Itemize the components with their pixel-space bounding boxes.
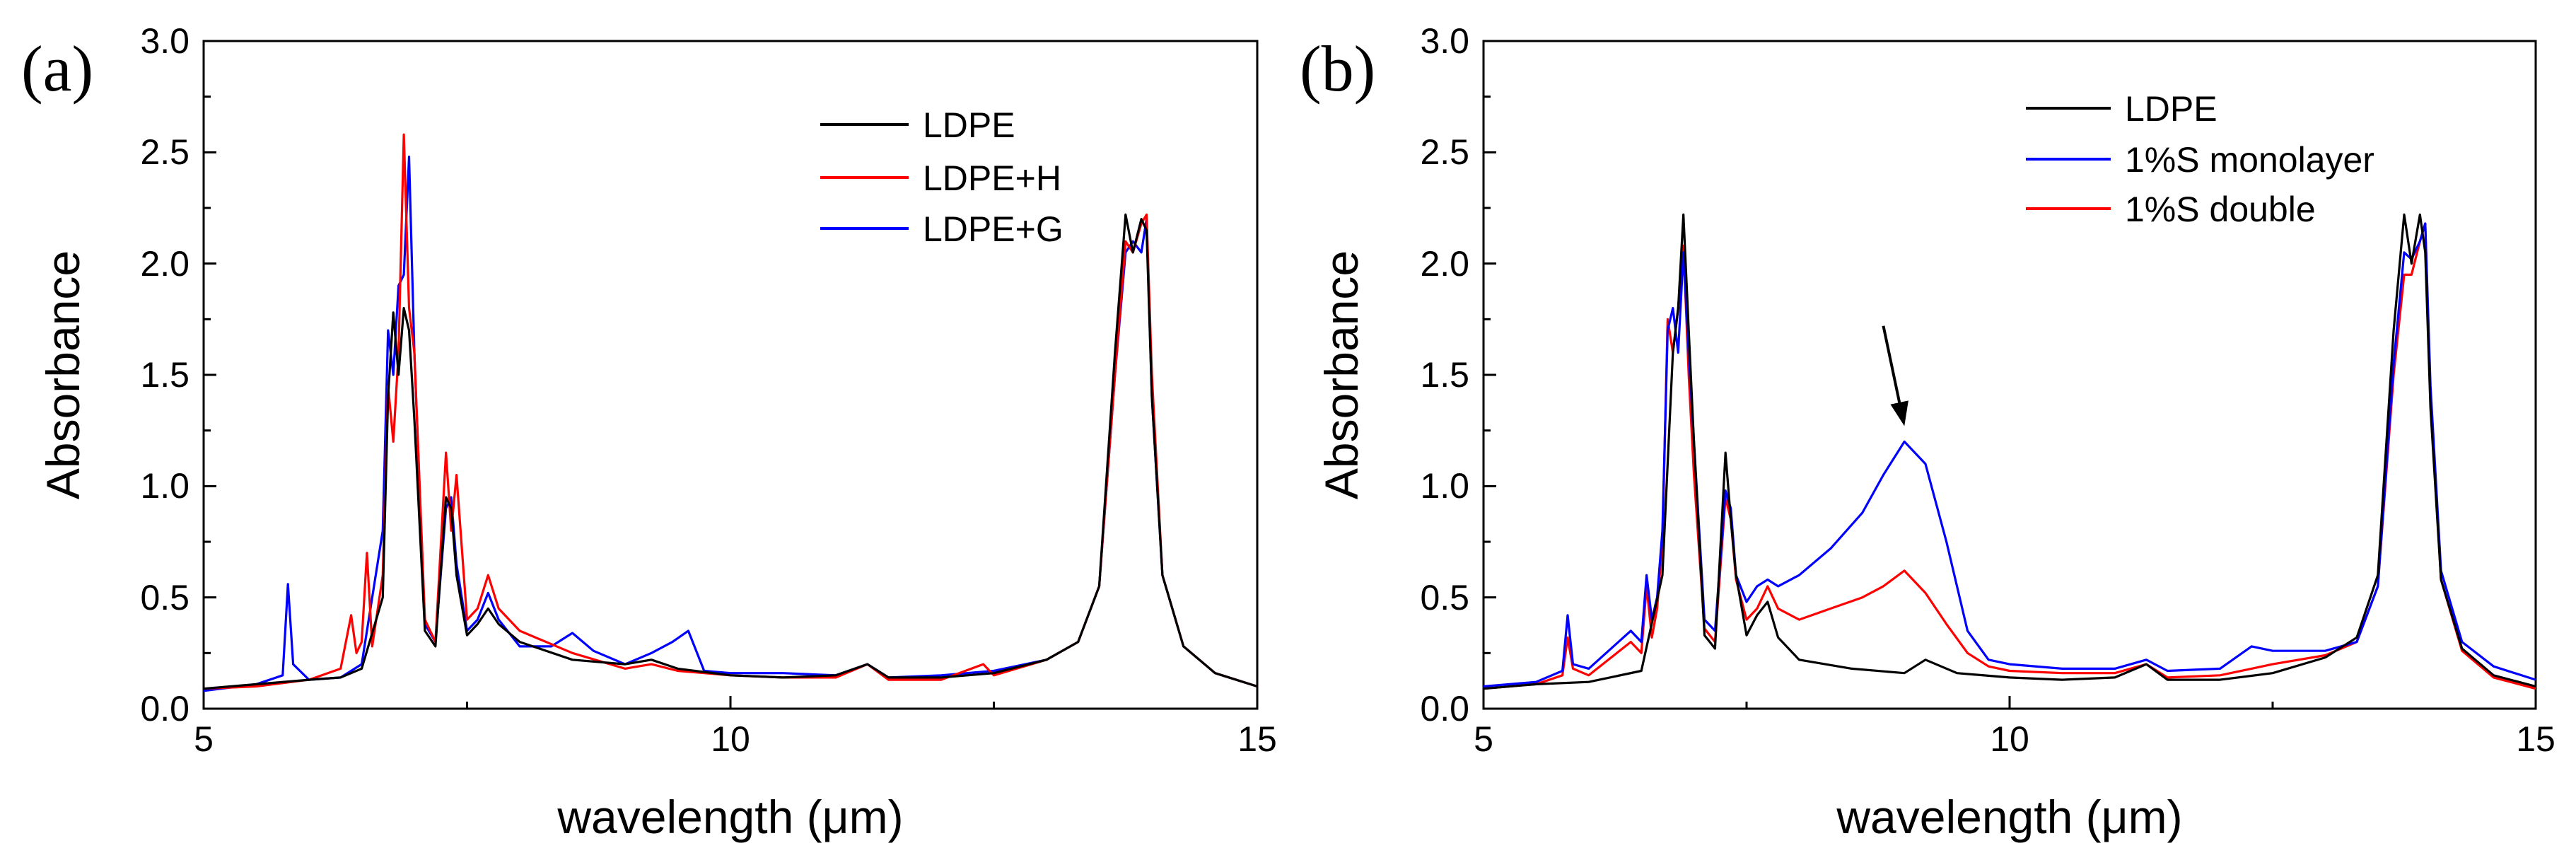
- y-tick-labels-a: 0.0 0.5 1.0 1.5 2.0 2.5 3.0: [140, 21, 190, 728]
- panel-b: (b) 5 10 15 0.0 0.5 1.0 1.5 2.0 2.5 3.0 …: [1300, 21, 2555, 843]
- y-axis-title-a: Absorbance: [37, 250, 89, 499]
- panel-a: (a) 5 10 15 0.0 0.5 1.0 1.5 2.0 2.5 3.0 …: [21, 21, 1277, 843]
- series-layer-b: [1483, 213, 2536, 690]
- x-tick-label: 15: [2516, 719, 2555, 759]
- panel-label-a: (a): [21, 33, 93, 105]
- x-tick-label: 15: [1237, 719, 1277, 759]
- y-tick-label: 1.5: [140, 355, 190, 395]
- x-tick-labels-b: 5 10 15: [1474, 719, 2555, 759]
- legend-label-ldpe-h: LDPE+H: [923, 158, 1061, 198]
- plot-area-frame-b: [1482, 40, 2537, 710]
- legend-label-ldpe-g: LDPE+G: [923, 209, 1063, 249]
- arrow-shaft: [1882, 325, 1901, 403]
- y-tick-label: 2.0: [1420, 244, 1469, 284]
- legend-b: LDPE 1%S monolayer 1%S double: [2026, 89, 2374, 229]
- tick-layer-a: [202, 40, 1259, 710]
- series-line-ldpe: [203, 213, 1258, 690]
- series-line-ldpe: [1483, 213, 2536, 690]
- y-tick-label: 0.0: [140, 689, 190, 728]
- legend-label-ldpe: LDPE: [923, 105, 1015, 145]
- y-tick-label: 3.0: [1420, 21, 1469, 61]
- series-line-1-s-double: [1483, 222, 2536, 690]
- y-tick-labels-b: 0.0 0.5 1.0 1.5 2.0 2.5 3.0: [1420, 21, 1469, 728]
- plot-area-frame-a: [202, 40, 1259, 710]
- y-tick-label: 3.0: [140, 21, 190, 61]
- x-tick-label: 5: [1474, 719, 1493, 759]
- x-axis-title-a: wavelength (μm): [556, 791, 903, 843]
- series-line-1-s-monolayer: [1483, 222, 2536, 688]
- x-axis-title-b: wavelength (μm): [1836, 791, 2182, 843]
- legend-label-ldpe: LDPE: [2125, 89, 2217, 129]
- y-tick-label: 2.5: [1420, 132, 1469, 172]
- x-tick-labels-a: 5 10 15: [194, 719, 1277, 759]
- x-tick-label: 5: [194, 719, 214, 759]
- y-tick-label: 1.0: [140, 466, 190, 506]
- arrow-head: [1890, 400, 1908, 426]
- series-line-ldpe-h: [203, 133, 1258, 690]
- legend-label-double: 1%S double: [2125, 190, 2316, 229]
- x-tick-label: 10: [711, 719, 750, 759]
- series-line-ldpe-g: [203, 156, 1258, 692]
- y-tick-label: 2.0: [140, 244, 190, 284]
- tick-layer-b: [1482, 40, 2537, 710]
- legend-a: LDPE LDPE+H LDPE+G: [820, 105, 1063, 249]
- annotation-arrow-b: [1882, 325, 1908, 426]
- y-tick-label: 2.5: [140, 132, 190, 172]
- legend-label-monolayer: 1%S monolayer: [2125, 140, 2374, 180]
- panel-label-b: (b): [1300, 33, 1375, 105]
- x-tick-label: 10: [1990, 719, 2029, 759]
- series-layer-a: [203, 133, 1258, 692]
- y-tick-label: 0.5: [1420, 578, 1469, 617]
- y-tick-label: 1.5: [1420, 355, 1469, 395]
- y-tick-label: 0.0: [1420, 689, 1469, 728]
- y-tick-label: 1.0: [1420, 466, 1469, 506]
- y-tick-label: 0.5: [140, 578, 190, 617]
- y-axis-title-b: Absorbance: [1315, 250, 1368, 499]
